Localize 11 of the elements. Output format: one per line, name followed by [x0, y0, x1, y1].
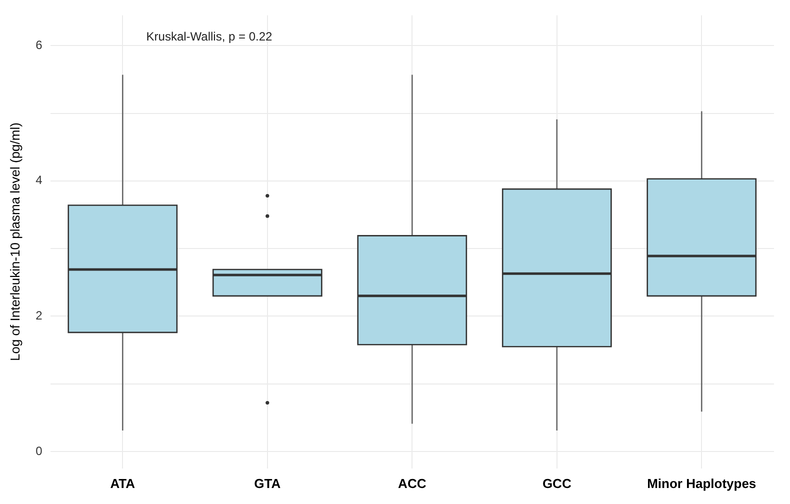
- y-tick-label: 6: [36, 38, 43, 52]
- x-tick-label: ACC: [398, 476, 427, 491]
- x-tick-label: ATA: [110, 476, 136, 491]
- x-tick-label: Minor Haplotypes: [647, 476, 756, 491]
- y-tick-label: 4: [36, 173, 43, 188]
- x-tick-label: GCC: [542, 476, 572, 491]
- y-tick-label: 2: [36, 308, 43, 323]
- x-tick-label: GTA: [254, 476, 282, 491]
- y-axis-title: Log of Interleukin-10 plasma level (pg/ml): [7, 122, 22, 362]
- annotation: Kruskal-Wallis, p = 0.22: [146, 30, 273, 44]
- y-tick-label: 0: [36, 444, 43, 458]
